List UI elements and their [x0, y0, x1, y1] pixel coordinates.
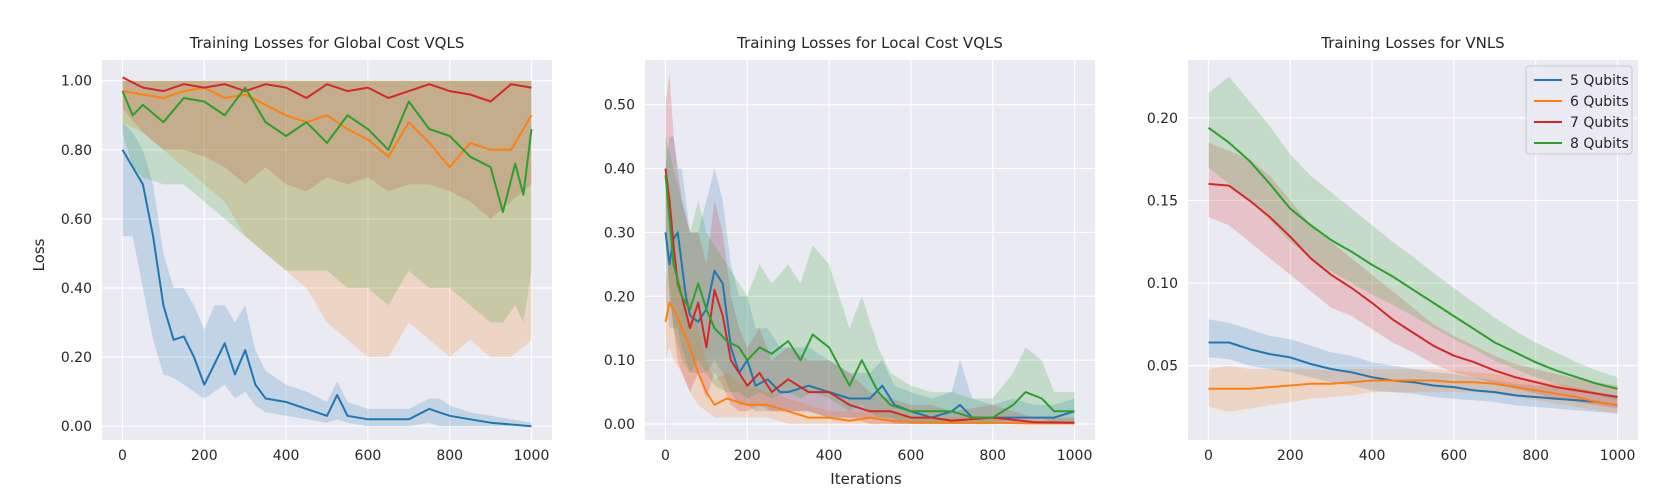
- legend-label-7-qubits: 7 Qubits: [1570, 115, 1629, 131]
- x-tick-label: 1000: [1057, 448, 1093, 464]
- series-line-8-qubits: [664, 174, 1075, 419]
- legend-label-6-qubits: 6 Qubits: [1570, 94, 1629, 110]
- y-tick-label: 0.50: [604, 98, 635, 114]
- x-tick-label: 200: [191, 448, 218, 464]
- series-line-7-qubits: [1208, 182, 1618, 398]
- x-tick-label: 600: [1441, 448, 1468, 464]
- y-tick-label: 0.15: [1147, 193, 1178, 209]
- chart-title: Training Losses for Global Cost VQLS: [189, 34, 465, 52]
- plot-background: [102, 60, 552, 440]
- raw-band-7-qubits: [1208, 142, 1618, 409]
- chart-title: Training Losses for VNLS: [1320, 34, 1504, 52]
- x-axis-label: Iterations: [830, 470, 902, 488]
- y-tick-label: 0.80: [61, 143, 92, 159]
- x-tick-label: 800: [1522, 448, 1549, 464]
- x-tick-label: 400: [1359, 448, 1386, 464]
- series-line-8-qubits: [1207, 126, 1618, 390]
- legend: 5 Qubits 6 Qubits 7 Qubits 8 Qubits: [1525, 65, 1633, 155]
- x-tick-label: 200: [1277, 448, 1304, 464]
- series-line-5-qubits: [121, 149, 532, 428]
- x-tick-label: 200: [734, 448, 761, 464]
- y-tick-label: 0.20: [604, 289, 635, 305]
- raw-band-8-qubits: [1208, 76, 1618, 401]
- legend-label-5-qubits: 5 Qubits: [1570, 73, 1629, 89]
- y-tick-label: 0.60: [61, 212, 92, 228]
- y-tick-label: 0.40: [604, 162, 635, 178]
- x-tick-label: 0: [118, 448, 127, 464]
- x-tick-label: 800: [979, 448, 1006, 464]
- raw-band-5-qubits: [122, 122, 532, 427]
- x-tick-label: 400: [273, 448, 300, 464]
- x-tick-label: 600: [355, 448, 382, 464]
- x-tick-label: 600: [898, 448, 925, 464]
- raw-band-5-qubits: [1208, 319, 1618, 414]
- y-tick-label: 1.00: [61, 74, 92, 90]
- series-line-7-qubits: [122, 76, 532, 103]
- y-tick-label: 0.00: [604, 417, 635, 433]
- chart-title: Training Losses for Local Cost VQLS: [736, 34, 1003, 52]
- x-tick-label: 0: [661, 448, 670, 464]
- y-tick-label: 0.40: [61, 281, 92, 297]
- panel-vnls: 0 200 400 600 800 1000 0.05 0.10 0.15 0.20 Trainin…: [1147, 34, 1638, 464]
- x-tick-label: 0: [1204, 448, 1213, 464]
- series-line-8-qubits: [121, 86, 533, 213]
- x-tick-label: 800: [436, 448, 463, 464]
- panel-global-cost-vqls: 0 200 400 600 800 1000 0.00 0.20 0.40 0.60 0.80 1.0…: [61, 34, 552, 464]
- y-tick-label: 0.30: [604, 225, 635, 241]
- x-tick-label: 1000: [514, 448, 550, 464]
- y-tick-label: 0.00: [61, 419, 92, 435]
- panel-local-cost-vqls: 0 200 400 600 800 1000 0.00 0.10 0.20 0.30 0.40 0.5…: [604, 34, 1095, 464]
- series-line-6-qubits: [1208, 379, 1618, 407]
- y-tick-label: 0.20: [61, 350, 92, 366]
- y-axis-label: Loss: [30, 238, 48, 271]
- y-tick-label: 0.05: [1147, 359, 1178, 375]
- series-line-5-qubits: [1208, 341, 1618, 407]
- y-tick-label: 0.20: [1147, 111, 1178, 127]
- series-line-7-qubits: [664, 168, 1075, 424]
- legend-label-8-qubits: 8 Qubits: [1570, 136, 1629, 152]
- x-tick-label: 400: [816, 448, 843, 464]
- legend-box: [1525, 65, 1633, 155]
- series-line-6-qubits: [664, 301, 1075, 425]
- raw-band-6-qubits: [122, 80, 532, 358]
- x-tick-label: 1000: [1600, 448, 1636, 464]
- raw-band-6-qubits: [665, 258, 1075, 424]
- raw-band-7-qubits: [665, 72, 1075, 425]
- y-tick-label: 0.10: [604, 353, 635, 369]
- y-tick-label: 0.10: [1147, 276, 1178, 292]
- raw-band-8-qubits: [122, 80, 532, 323]
